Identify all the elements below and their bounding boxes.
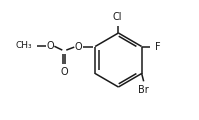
Text: CH₃: CH₃: [16, 41, 32, 50]
Text: O: O: [47, 41, 54, 51]
Text: O: O: [74, 42, 82, 51]
Text: F: F: [155, 42, 161, 51]
Text: O: O: [60, 67, 68, 77]
Text: Br: Br: [138, 85, 149, 95]
Text: Cl: Cl: [113, 12, 122, 22]
